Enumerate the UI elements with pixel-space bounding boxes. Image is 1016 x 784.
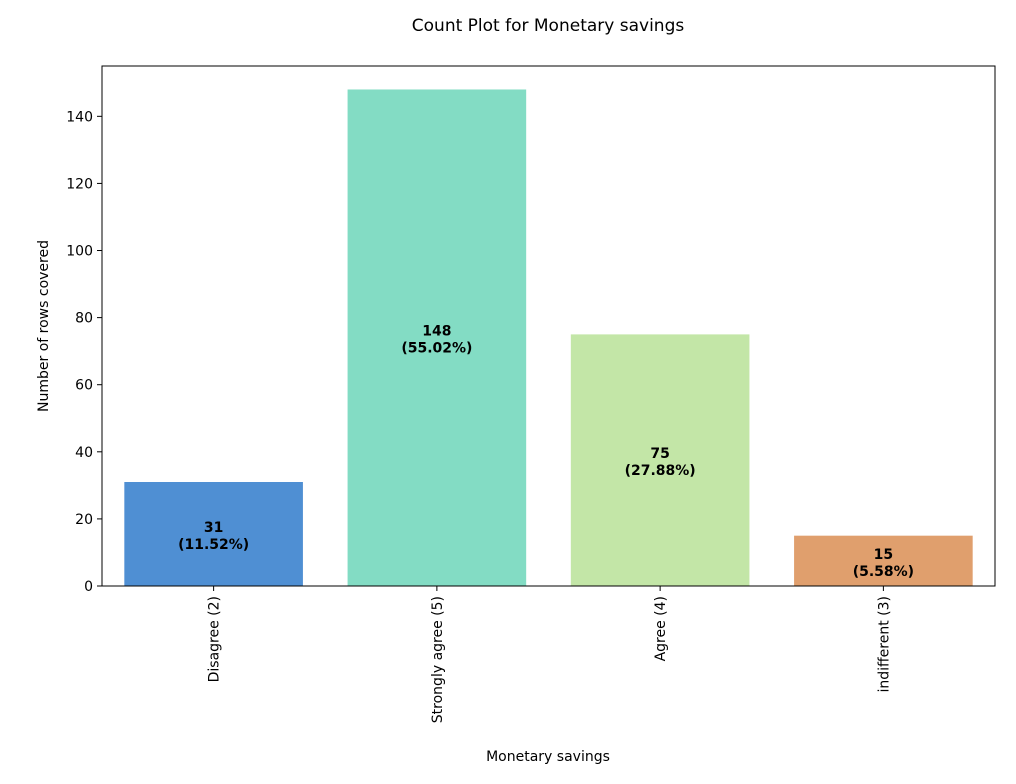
bar-labels-group: 31(11.52%) 148(55.02%) 75(27.88%) 15(5.58%) bbox=[178, 324, 914, 580]
y-tick-label: 100 bbox=[66, 244, 93, 260]
x-axis: Disagree (2) Strongly agree (5) Agree (4) i… bbox=[207, 586, 892, 723]
y-tick-label: 140 bbox=[66, 109, 93, 125]
x-tick-label: Agree (4) bbox=[653, 596, 669, 661]
bar-percent-label: (5.58%) bbox=[853, 564, 914, 580]
bar-percent-label: (55.02%) bbox=[401, 341, 472, 357]
bar bbox=[124, 482, 303, 586]
x-tick-label: Strongly agree (5) bbox=[430, 596, 446, 723]
bar bbox=[347, 89, 527, 586]
chart-title: Count Plot for Monetary savings bbox=[412, 16, 685, 36]
y-tick-label: 20 bbox=[75, 512, 93, 528]
x-tick-label: indifferent (3) bbox=[876, 596, 892, 693]
bar-value-label: 31 bbox=[204, 520, 223, 536]
bar-value-label: 15 bbox=[874, 547, 893, 563]
bar bbox=[570, 334, 750, 586]
y-tick-label: 80 bbox=[75, 311, 93, 327]
bar-percent-label: (11.52%) bbox=[178, 537, 249, 553]
bar-value-label: 75 bbox=[650, 446, 669, 462]
bar-percent-label: (27.88%) bbox=[625, 463, 696, 479]
bar-value-label: 148 bbox=[422, 324, 451, 340]
y-tick-label: 40 bbox=[75, 445, 93, 461]
y-tick-label: 60 bbox=[75, 378, 93, 394]
y-axis-label: Number of rows covered bbox=[36, 240, 52, 412]
bars-group bbox=[124, 89, 973, 586]
y-tick-label: 0 bbox=[84, 579, 93, 595]
y-tick-label: 120 bbox=[66, 176, 93, 192]
y-axis: 0 20 40 60 80 100 120 140 bbox=[66, 109, 102, 595]
x-tick-label: Disagree (2) bbox=[207, 596, 223, 682]
bar bbox=[794, 535, 973, 586]
x-axis-label: Monetary savings bbox=[486, 749, 610, 765]
plot-frame bbox=[101, 65, 996, 587]
